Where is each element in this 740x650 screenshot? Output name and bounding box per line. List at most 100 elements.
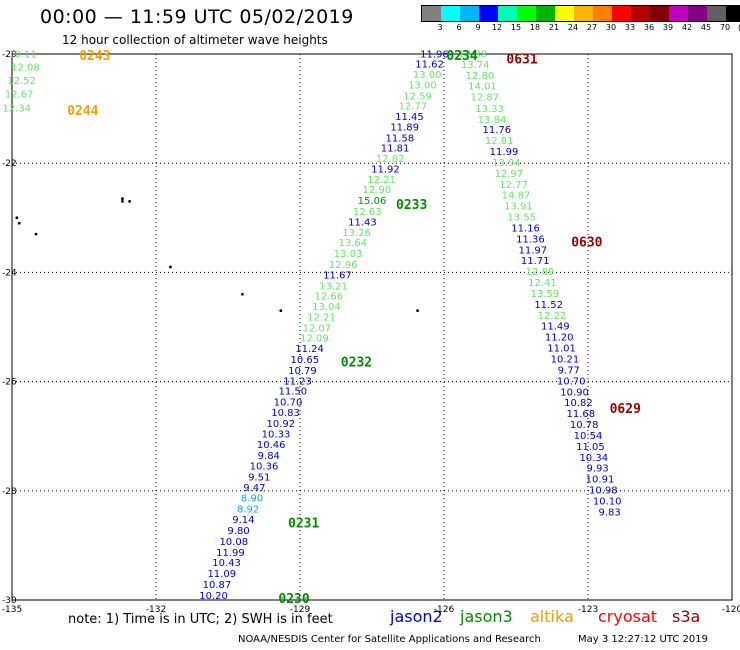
swh-value-label: 11.76 — [482, 125, 511, 136]
scale-label: 18 — [529, 23, 541, 32]
swh-value-label: 13.94 — [492, 158, 521, 169]
swh-value-label: 12.07 — [302, 323, 331, 334]
scale-label: (ft) — [738, 23, 740, 32]
swh-value-label: 12.77 — [398, 102, 427, 113]
pass-time-label: 0243 — [79, 49, 110, 64]
island-dot — [279, 309, 283, 313]
pass-time-label: 0244 — [67, 104, 98, 119]
swh-value-label: 11.58 — [386, 133, 415, 144]
swh-value-label: 11.20 — [545, 333, 574, 344]
swh-value-label: 12.87 — [470, 92, 499, 103]
island-dot — [169, 265, 172, 269]
page-title: 00:00 — 11:59 UTC 05/02/2019 — [40, 6, 354, 28]
island-dot — [128, 200, 132, 203]
scale-swatch — [460, 6, 479, 21]
swh-value-label: 11.97 — [518, 245, 547, 256]
swh-value-label: 13.00 — [408, 80, 437, 91]
scale-label: 21 — [548, 23, 560, 32]
pass-time-label: 0230 — [278, 592, 309, 607]
swh-value-label: 10.87 — [203, 580, 232, 591]
swh-value-label: 11.23 — [283, 376, 312, 387]
scale-swatch — [479, 6, 498, 21]
island-dot — [121, 197, 124, 201]
island-dot — [241, 292, 244, 296]
swh-value-label: 12.09 — [300, 334, 329, 345]
swh-value-label: 8.90 — [241, 494, 263, 505]
swh-value-label: 10.10 — [593, 496, 622, 507]
swh-value-label: 10.33 — [262, 429, 291, 440]
swh-value-label: 13.03 — [334, 249, 363, 260]
swh-value-label: 10.79 — [288, 366, 317, 377]
swh-value-label: 13.33 — [475, 104, 504, 115]
swh-value-label: 11.62 — [415, 60, 444, 71]
scale-swatch — [593, 6, 612, 21]
swh-value-label: 10.90 — [560, 387, 589, 398]
page-subtitle: 12 hour collection of altimeter wave hei… — [62, 33, 328, 47]
swh-value-label: 9.14 — [232, 515, 254, 526]
swh-value-label: 12.82 — [376, 154, 405, 165]
lat-tick-label: -26 — [2, 378, 17, 388]
swh-value-label: 12.34 — [2, 103, 31, 114]
lon-tick-label: -129 — [290, 605, 311, 615]
swh-value-label: 13.91 — [504, 202, 533, 213]
swh-value-label: 10.98 — [589, 486, 618, 497]
swh-value-label: 13.04 — [312, 302, 341, 313]
swh-value-label: 11.67 — [323, 270, 352, 281]
swh-value-label: 11.05 — [576, 442, 605, 453]
lat-tick-label: -22 — [2, 159, 17, 169]
legend-item-s3a: s3a — [672, 607, 701, 626]
swh-value-label: 11.99 — [216, 548, 245, 559]
swh-value-label: 11.16 — [511, 223, 540, 234]
scale-swatch — [574, 6, 593, 21]
scale-label: 15 — [510, 23, 522, 32]
swh-value-label: 13.74 — [461, 60, 490, 71]
swh-value-label: 10.82 — [564, 398, 593, 409]
swh-value-label: 10.70 — [274, 398, 303, 409]
lat-tick-label: -28 — [2, 487, 17, 497]
scale-label: 70 — [719, 23, 731, 32]
swh-value-label: 12.21 — [367, 175, 396, 186]
lat-tick-label: -24 — [2, 268, 17, 278]
swh-value-label: 10.36 — [250, 462, 279, 473]
scale-swatch — [422, 6, 441, 21]
swh-value-label: 12.81 — [485, 136, 514, 147]
swh-value-label: 12.88 — [458, 49, 487, 60]
lat-tick-label: -20 — [2, 50, 17, 60]
swh-value-label: 11.68 — [566, 409, 595, 420]
lon-tick-label: -132 — [146, 605, 166, 615]
swh-value-label: 15.06 — [358, 196, 387, 207]
scale-label: 12 — [491, 23, 503, 32]
swh-value-label: 9.84 — [258, 451, 280, 462]
swh-value-label: 11.52 — [534, 300, 563, 311]
scale-swatch — [688, 6, 707, 21]
swh-value-label: 10.20 — [199, 591, 228, 602]
swh-value-label: 12.41 — [528, 278, 557, 289]
scale-swatch — [441, 6, 460, 21]
swh-value-label: 11.71 — [521, 256, 550, 267]
swh-value-label: 12.90 — [362, 185, 391, 196]
scale-swatch — [669, 6, 688, 21]
swh-value-label: 11.89 — [390, 122, 419, 133]
swh-value-label: 9.77 — [558, 365, 580, 376]
swh-value-label: 10.21 — [551, 354, 580, 365]
pass-time-label: 0232 — [341, 355, 372, 370]
swh-value-label: 12.63 — [353, 207, 382, 218]
swh-value-label: 10.43 — [212, 558, 241, 569]
swh-value-label: 10.11 — [8, 49, 37, 60]
swh-value-label: 10.91 — [586, 475, 615, 486]
swh-value-label: 11.49 — [541, 322, 570, 333]
scale-label: 24 — [567, 23, 579, 32]
lon-tick-label: -123 — [578, 605, 598, 615]
footer-note: note: 1) Time is in UTC; 2) SWH is in fe… — [68, 612, 333, 627]
pass-time-label: 0629 — [610, 402, 641, 417]
swh-value-label: 11.36 — [516, 234, 545, 245]
lat-tick-label: -30 — [2, 596, 17, 606]
swh-value-label: 12.96 — [329, 260, 358, 271]
scale-swatch — [517, 6, 536, 21]
scale-label: 9 — [475, 23, 481, 32]
swh-value-label: 12.66 — [314, 292, 343, 303]
island-dot — [17, 221, 21, 225]
swh-value-label: 13.26 — [342, 228, 371, 239]
